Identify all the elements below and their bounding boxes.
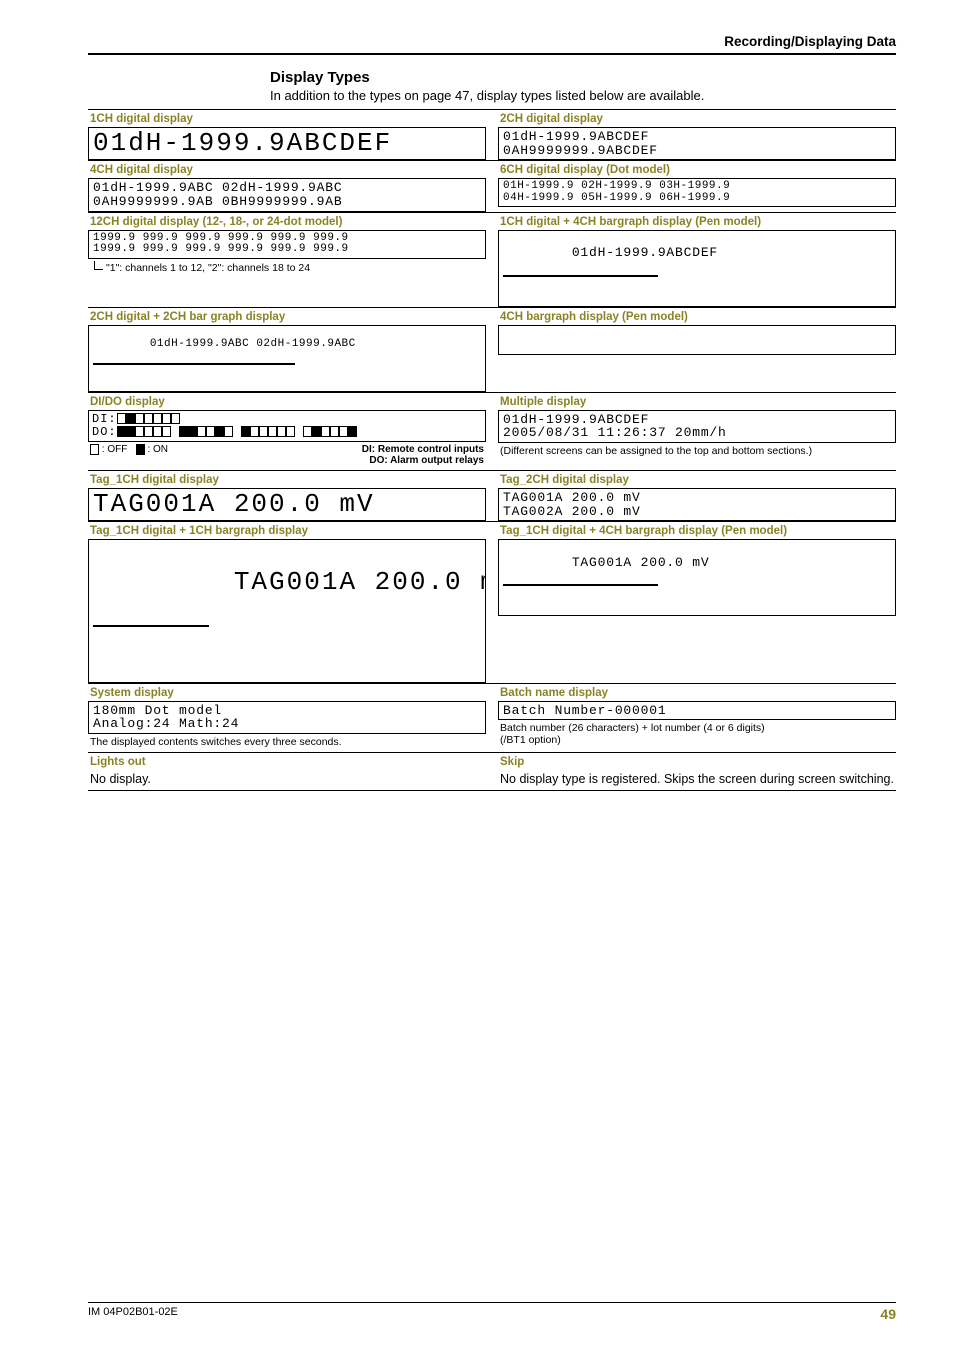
table-row: 4CH digital display 01dH-1999.9ABC 02dH-… <box>88 160 896 211</box>
cell-label: 4CH bargraph display (Pen model) <box>498 308 896 325</box>
lcd-6ch: 01H-1999.9 02H-1999.9 03H-1999.9 04H-199… <box>498 178 896 207</box>
cell-label: Lights out <box>88 753 486 770</box>
cell-label: 2CH digital display <box>498 110 896 127</box>
cell-label: System display <box>88 684 486 701</box>
page-footer: IM 04P02B01-02E 49 <box>88 1302 896 1322</box>
bargraph-icon <box>93 363 295 365</box>
dido-legend: : OFF : ON DI: Remote control inputs DO:… <box>88 442 486 470</box>
lcd-multiple: 01dH-1999.9ABCDEF 2005/08/31 11:26:37 20… <box>498 410 896 443</box>
cell-label: Multiple display <box>498 393 896 410</box>
page-subtitle: Display Types <box>270 69 896 86</box>
cell-label: Tag_1CH digital + 4CH bargraph display (… <box>498 522 896 539</box>
lcd-12ch: 1999.9 999.9 999.9 999.9 999.9 999.9 199… <box>88 230 486 259</box>
legend-right: DI: Remote control inputs DO: Alarm outp… <box>362 444 484 466</box>
lcd-batch: Batch Number-000001 <box>498 701 896 721</box>
lcd-4ch: 01dH-1999.9ABC 02dH-1999.9ABC 0AH9999999… <box>88 178 486 211</box>
lcd-text: 01dH-1999.9ABCDEF <box>572 245 718 260</box>
cell-label: DI/DO display <box>88 393 486 410</box>
lcd-dido: DI: DO: <box>88 410 486 442</box>
lcd-4bar <box>498 325 896 355</box>
bargraph-icon <box>503 584 658 586</box>
cell-label: Tag_1CH digital + 1CH bargraph display <box>88 522 486 539</box>
lcd-tag1ch-1bar: TAG001A 200.0 mV <box>88 539 486 682</box>
cell-label: Batch name display <box>498 684 896 701</box>
lcd-2ch-2bar: 01dH-1999.9ABC 02dH-1999.9ABC <box>88 325 486 392</box>
dido-line: DO: <box>92 426 482 439</box>
cell-label: Tag_2CH digital display <box>498 471 896 488</box>
lcd-tag2ch: TAG001A 200.0 mV TAG002A 200.0 mV <box>498 488 896 521</box>
legend-left: : OFF : ON <box>90 444 168 466</box>
cell-label: 12CH digital display (12-, 18-, or 24-do… <box>88 213 486 230</box>
cell-body: No display. <box>88 770 486 790</box>
table-row: Lights out No display. Skip No display t… <box>88 752 896 791</box>
lcd-text: 01dH-1999.9ABC 02dH-1999.9ABC <box>150 338 356 350</box>
table-row: Tag_1CH digital + 1CH bargraph display T… <box>88 521 896 682</box>
cell-note: Batch number (26 characters) + lot numbe… <box>498 720 896 750</box>
lcd-1ch-4bar: 01dH-1999.9ABCDEF <box>498 230 896 307</box>
table-row: System display 180mm Dot model Analog:24… <box>88 683 896 752</box>
footer-page-number: 49 <box>880 1306 896 1322</box>
cell-label: 6CH digital display (Dot model) <box>498 161 896 178</box>
cell-note: "1": channels 1 to 12, "2": channels 18 … <box>88 259 486 278</box>
cell-label: Tag_1CH digital display <box>88 471 486 488</box>
cell-body: No display type is registered. Skips the… <box>498 770 896 790</box>
section-header: Recording/Displaying Data <box>88 34 896 55</box>
lcd-text: TAG001A 200.0 mV <box>234 567 486 597</box>
table-row: 1CH digital display 01dH-1999.9ABCDEF 2C… <box>88 109 896 160</box>
footer-doc-id: IM 04P02B01-02E <box>88 1306 178 1322</box>
cell-label: 1CH digital display <box>88 110 486 127</box>
cell-note: (Different screens can be assigned to th… <box>498 443 896 461</box>
lcd-system: 180mm Dot model Analog:24 Math:24 <box>88 701 486 734</box>
lcd-text: TAG001A 200.0 mV <box>572 555 710 570</box>
cell-label: 2CH digital + 2CH bar graph display <box>88 308 486 325</box>
cell-note: The displayed contents switches every th… <box>88 734 486 752</box>
lcd-tag1ch: TAG001A 200.0 mV <box>88 488 486 521</box>
table-row: 12CH digital display (12-, 18-, or 24-do… <box>88 212 896 307</box>
lcd-tag1ch-4bar: TAG001A 200.0 mV <box>498 539 896 616</box>
display-types-table: 1CH digital display 01dH-1999.9ABCDEF 2C… <box>88 109 896 791</box>
lcd-1ch: 01dH-1999.9ABCDEF <box>88 127 486 160</box>
table-row: 2CH digital + 2CH bar graph display 01dH… <box>88 307 896 392</box>
cell-label: Skip <box>498 753 896 770</box>
bargraph-icon <box>93 625 209 627</box>
page-subtitle-desc: In addition to the types on page 47, dis… <box>270 88 896 103</box>
table-row: DI/DO display DI: DO: : OFF : ON DI: Rem… <box>88 392 896 470</box>
cell-label: 1CH digital + 4CH bargraph display (Pen … <box>498 213 896 230</box>
table-row: Tag_1CH digital display TAG001A 200.0 mV… <box>88 470 896 521</box>
lcd-2ch: 01dH-1999.9ABCDEF 0AH9999999.9ABCDEF <box>498 127 896 160</box>
bargraph-icon <box>503 275 658 277</box>
dido-line: DI: <box>92 413 482 426</box>
cell-label: 4CH digital display <box>88 161 486 178</box>
